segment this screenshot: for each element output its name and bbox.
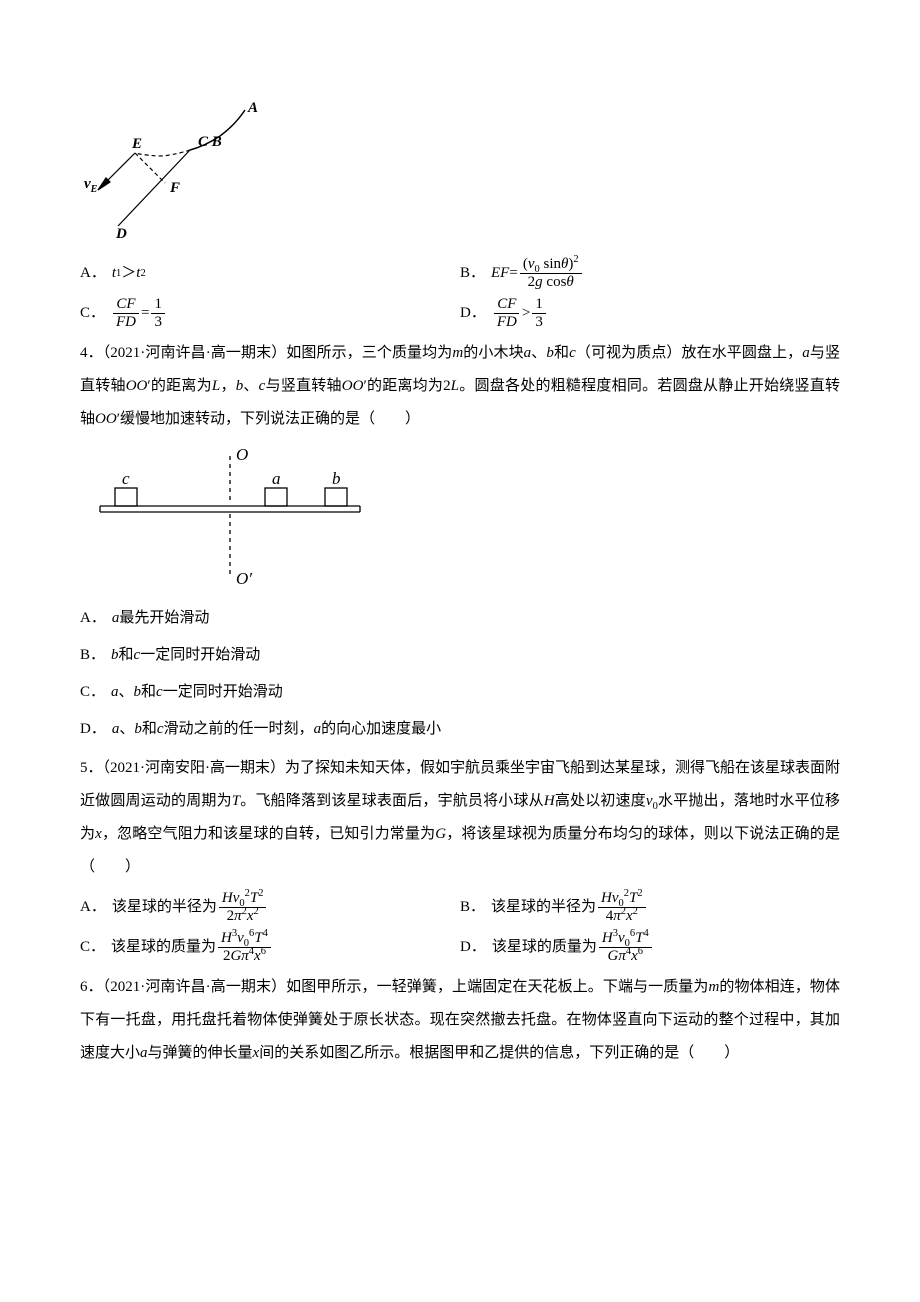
q3-optB: B． EF = (v0 sinθ)2 2g cosθ bbox=[460, 256, 840, 292]
q3-row2: C． CFFD = 13 D． CFFD > 13 bbox=[80, 296, 840, 332]
q5-optA: A．该星球的半径为 Hv02T2 2π2x2 bbox=[80, 890, 460, 926]
label-CB: C B bbox=[198, 134, 222, 150]
q4-optA: A．a最先开始滑动 bbox=[80, 602, 840, 635]
q5-stem: 5．（2021·河南安阳·高一期末）为了探知未知天体，假如宇航员乘坐宇宙飞船到达… bbox=[80, 752, 840, 884]
svg-text:a: a bbox=[272, 469, 281, 488]
svg-text:O: O bbox=[236, 445, 248, 464]
svg-text:O′: O′ bbox=[236, 569, 252, 588]
q4-figure: O O′ a b c bbox=[80, 444, 840, 594]
q3-figure: A C B E F D vE bbox=[80, 98, 840, 248]
q5-optC: C．该星球的质量为 H3v06T4 2Gπ4x6 bbox=[80, 930, 460, 966]
q4-stem: 4．（2021·河南许昌·高一期末）如图所示，三个质量均为m的小木块a、b和c（… bbox=[80, 337, 840, 436]
svg-text:c: c bbox=[122, 469, 130, 488]
q3-svg: A C B E F D vE bbox=[80, 98, 270, 248]
q4-optB: B．b和c一定同时开始滑动 bbox=[80, 639, 840, 672]
q3-optA: A． t1＞t2 bbox=[80, 256, 460, 292]
q4-svg: O O′ a b c bbox=[80, 444, 380, 594]
label-D: D bbox=[115, 226, 127, 242]
q6-stem: 6．（2021·河南许昌·高一期末）如图甲所示，一轻弹簧，上端固定在天花板上。下… bbox=[80, 971, 840, 1070]
q3-optC: C． CFFD = 13 bbox=[80, 296, 460, 332]
label-A: A bbox=[247, 100, 258, 116]
q4-optD: D．a、b和c滑动之前的任一时刻，a的向心加速度最小 bbox=[80, 713, 840, 746]
q3-optD: D． CFFD > 13 bbox=[460, 296, 840, 332]
q5-row2: C．该星球的质量为 H3v06T4 2Gπ4x6 D．该星球的质量为 H3v06… bbox=[80, 930, 840, 966]
q4-optC: C．a、b和c一定同时开始滑动 bbox=[80, 676, 840, 709]
svg-text:b: b bbox=[332, 469, 341, 488]
q5-optD: D．该星球的质量为 H3v06T4 Gπ4x6 bbox=[460, 930, 840, 966]
q3-row1: A． t1＞t2 B． EF = (v0 sinθ)2 2g cosθ bbox=[80, 256, 840, 292]
label-E: E bbox=[131, 136, 142, 152]
q5-row1: A．该星球的半径为 Hv02T2 2π2x2 B．该星球的半径为 Hv02T2 … bbox=[80, 890, 840, 926]
label-F: F bbox=[169, 180, 180, 196]
label-vE: vE bbox=[84, 176, 98, 195]
q5-optB: B．该星球的半径为 Hv02T2 4π2x2 bbox=[460, 890, 840, 926]
